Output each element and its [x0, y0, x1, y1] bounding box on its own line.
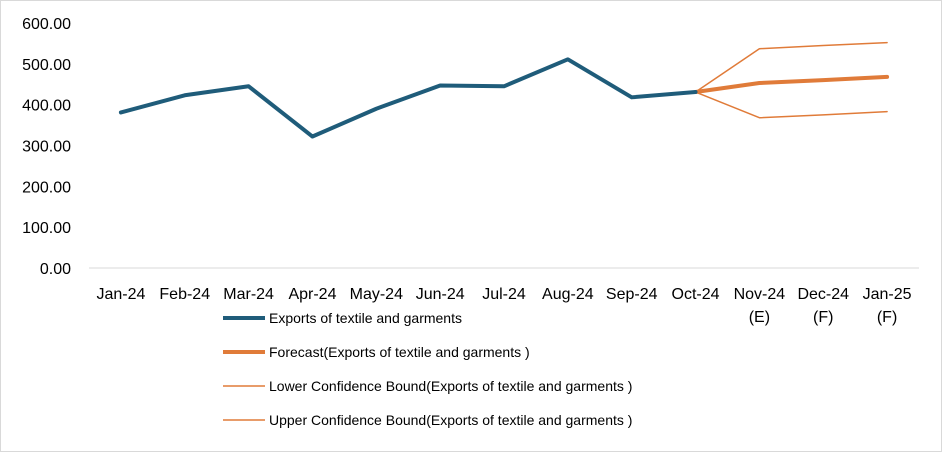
- x-tick-label: Nov-24: [734, 286, 786, 303]
- x-tick-label: Aug-24: [542, 286, 594, 303]
- y-tick-label: 0.00: [40, 261, 71, 278]
- x-tick-label: Feb-24: [159, 286, 210, 303]
- y-tick-label: 600.00: [22, 16, 71, 33]
- series-line-0: [118, 57, 698, 139]
- x-tick-label: May-24: [350, 286, 403, 303]
- x-tick-label: Jan-25: [863, 286, 912, 303]
- x-tick-label: Mar-24: [223, 286, 274, 303]
- x-tick-label: (E): [749, 309, 770, 326]
- series-line-1: [693, 74, 890, 95]
- legend-label: Lower Confidence Bound(Exports of textil…: [269, 378, 632, 394]
- x-tick-label: Dec-24: [797, 286, 849, 303]
- x-axis: Jan-24 Feb-24 Mar-24 Apr-24 May-24 Jun-24 Jul-…: [96, 286, 911, 326]
- legend-label: Upper Confidence Bound(Exports of textil…: [269, 412, 632, 428]
- plot-area: [118, 41, 890, 139]
- x-tick-label: (F): [877, 309, 897, 326]
- x-tick-label: Apr-24: [288, 286, 336, 303]
- x-tick-label: Jun-24: [416, 286, 465, 303]
- y-tick-label: 300.00: [22, 139, 71, 156]
- y-tick-label: 100.00: [22, 220, 71, 237]
- legend-label: Exports of textile and garments: [269, 310, 462, 326]
- y-tick-label: 400.00: [22, 98, 71, 115]
- x-tick-label: Jan-24: [96, 286, 145, 303]
- series-line-3: [694, 41, 888, 93]
- y-axis: 0.00 100.00 200.00 300.00 400.00 500.00 600.00: [22, 16, 71, 278]
- y-tick-label: 200.00: [22, 179, 71, 196]
- x-tick-label: Sep-24: [606, 286, 658, 303]
- x-tick-label: Jul-24: [482, 286, 526, 303]
- x-tick-label: Oct-24: [672, 286, 720, 303]
- legend: Exports of textile and garments Forecast(…: [223, 310, 632, 428]
- y-tick-label: 500.00: [22, 57, 71, 74]
- x-tick-label: (F): [813, 309, 833, 326]
- legend-label: Forecast(Exports of textile and garments…: [269, 344, 530, 360]
- series-line-2: [694, 91, 888, 119]
